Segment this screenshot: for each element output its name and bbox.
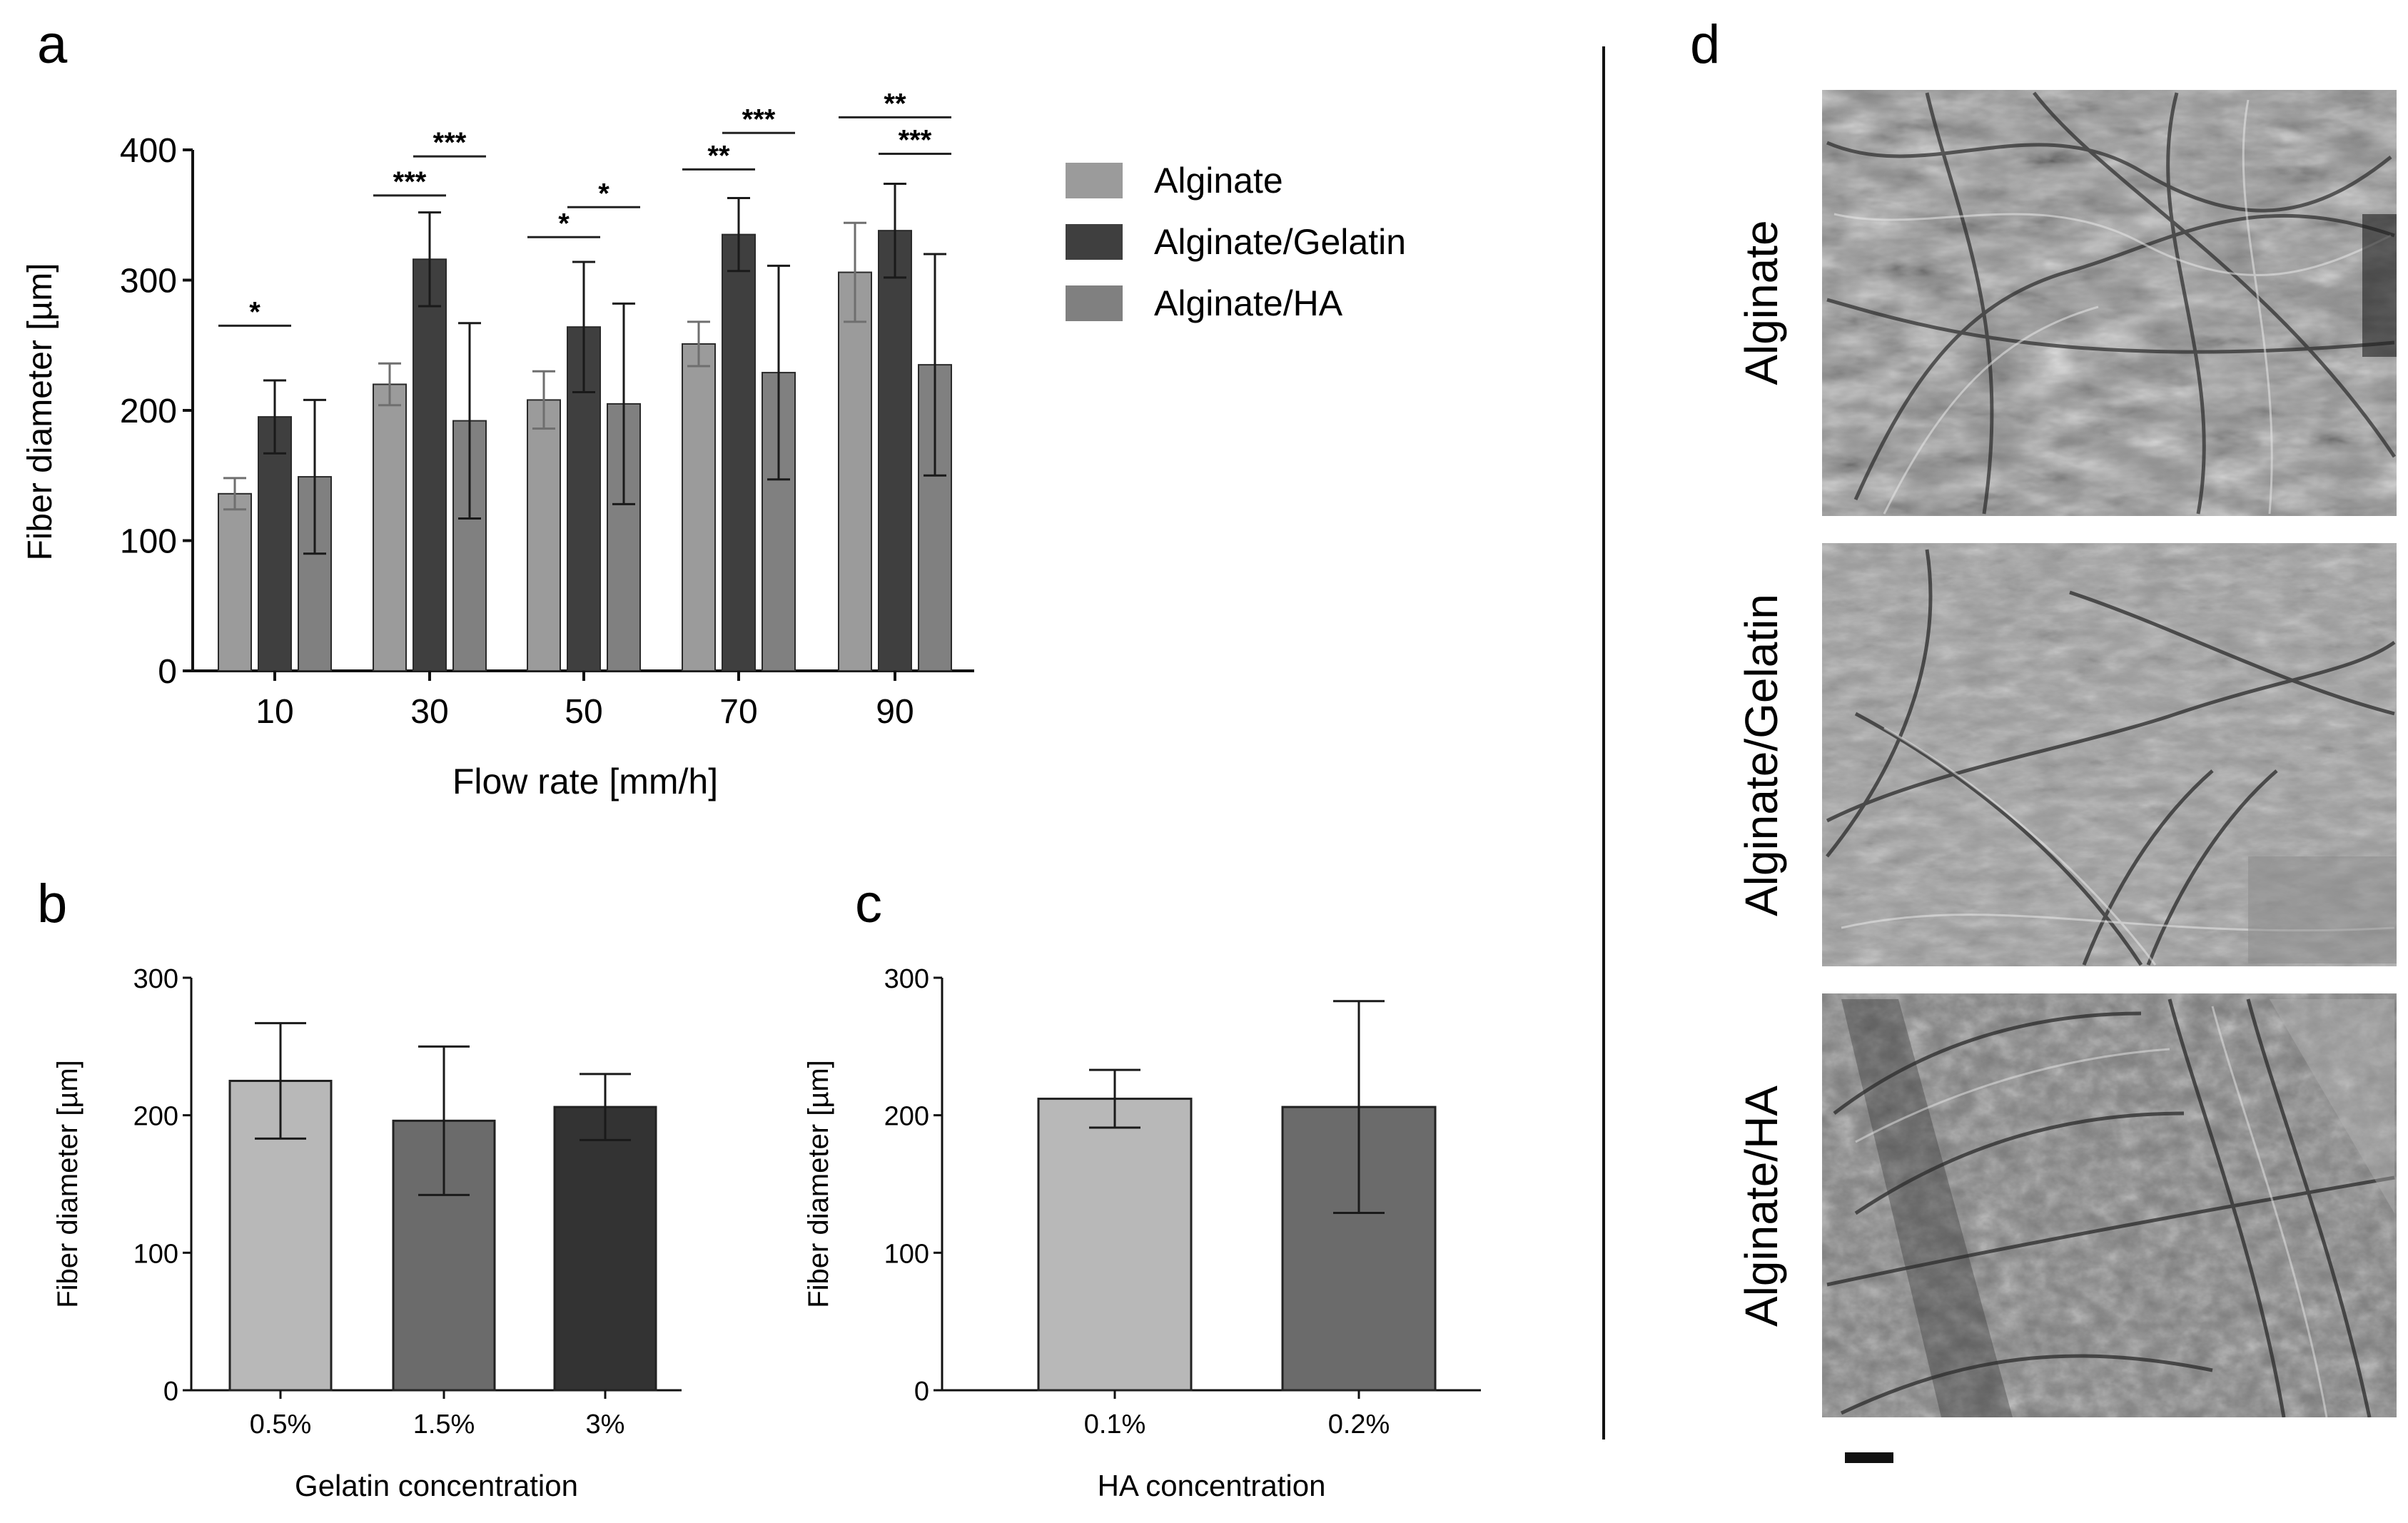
significance-label-a: *: [558, 208, 570, 239]
x-tick-label-a: 90: [876, 693, 914, 731]
bar-a-2-90: [878, 230, 912, 672]
y-axis-title-a: Fiber diameter [µm]: [21, 263, 59, 560]
chart-a: 0 100 200 300 400 10 30 50 70 90 Flow rate [mm/h] F…: [21, 88, 1406, 801]
legend-label-a-2: Alginate/Gelatin: [1154, 222, 1406, 262]
y-tick-label-b: 100: [133, 1239, 178, 1269]
legend-label-a-1: Alginate: [1154, 161, 1283, 201]
x-tick-label-c: 0.2%: [1328, 1410, 1390, 1439]
y-tick-label-c: 100: [884, 1239, 929, 1269]
bar-a-1-50: [527, 399, 561, 672]
bar-a-1-90: [838, 271, 872, 672]
y-tick-label-a: 0: [158, 653, 177, 691]
panel-label-c: c: [855, 874, 882, 934]
y-axis-title-b: Fiber diameter [µm]: [52, 1060, 84, 1308]
x-tick-label-b: 1.5%: [413, 1410, 475, 1439]
significance-label-a: **: [884, 88, 906, 119]
x-tick-label-a: 10: [256, 693, 293, 731]
micrograph-label-alginate-gelatin: Alginate/Gelatin: [1736, 594, 1787, 916]
y-tick-label-a: 300: [120, 263, 177, 300]
legend-swatch-a-2: [1066, 224, 1123, 260]
y-tick-label-a: 400: [120, 132, 177, 170]
y-tick-label-b: 200: [133, 1102, 178, 1132]
significance-label-a: ***: [433, 127, 467, 158]
panel-label-d: d: [1690, 14, 1720, 75]
x-axis-title-c: HA concentration: [1098, 1469, 1326, 1502]
micrograph-label-alginate: Alginate: [1736, 220, 1787, 385]
x-tick-label-c: 0.1%: [1084, 1410, 1146, 1439]
y-tick-label-c: 0: [914, 1377, 929, 1407]
significance-label-a: *: [598, 178, 609, 209]
y-axis-title-c: Fiber diameter [µm]: [803, 1060, 834, 1308]
bar-a-1-10: [218, 492, 252, 672]
x-tick-label-b: 3%: [586, 1410, 625, 1439]
chart-c: 0 100 200 300 0.1% 0.2% HA concentration Fiber …: [803, 964, 1481, 1502]
significance-label-a: *: [249, 296, 260, 328]
y-tick-label-c: 300: [884, 964, 929, 994]
legend-swatch-a-3: [1066, 285, 1123, 321]
x-tick-label-a: 70: [719, 693, 757, 731]
x-tick-label-a: 30: [410, 693, 448, 731]
y-tick-label-b: 0: [163, 1377, 178, 1407]
significance-label-a: ***: [742, 103, 776, 135]
panel-label-a: a: [37, 14, 68, 75]
bar-b-3%: [553, 1105, 657, 1392]
panel-label-b: b: [37, 874, 67, 934]
scale-bar: [1845, 1452, 1893, 1463]
x-tick-label-a: 50: [565, 693, 602, 731]
significance-label-a: ***: [393, 166, 427, 198]
bar-a-1-70: [682, 343, 716, 672]
x-axis-title-b: Gelatin concentration: [295, 1469, 578, 1502]
chart-b: 0 100 200 300 0.5% 1.5% 3% Gelatin concentratio…: [52, 964, 682, 1502]
bar-a-2-70: [722, 233, 756, 672]
y-tick-label-a: 100: [120, 523, 177, 561]
bar-a-2-30: [413, 258, 447, 672]
y-tick-label-c: 200: [884, 1102, 929, 1132]
x-axis-title-a: Flow rate [mm/h]: [452, 762, 718, 801]
micrograph-label-alginate-ha: Alginate/HA: [1736, 1086, 1787, 1327]
x-tick-label-b: 0.5%: [250, 1410, 312, 1439]
y-tick-label-b: 300: [133, 964, 178, 994]
micrograph-alginate-gelatin: [1822, 543, 2397, 966]
legend-swatch-a-1: [1066, 163, 1123, 198]
micrograph-alginate-ha: [1822, 993, 2397, 1417]
y-tick-label-a: 200: [120, 393, 177, 430]
micrograph-alginate: [1822, 90, 2397, 516]
bar-a-2-10: [258, 416, 292, 672]
legend-label-a-3: Alginate/HA: [1154, 283, 1343, 323]
bar-a-1-30: [373, 383, 407, 672]
significance-label-a: **: [707, 140, 730, 171]
bar-c-0.1%: [1037, 1098, 1193, 1392]
significance-label-a: ***: [899, 124, 932, 156]
